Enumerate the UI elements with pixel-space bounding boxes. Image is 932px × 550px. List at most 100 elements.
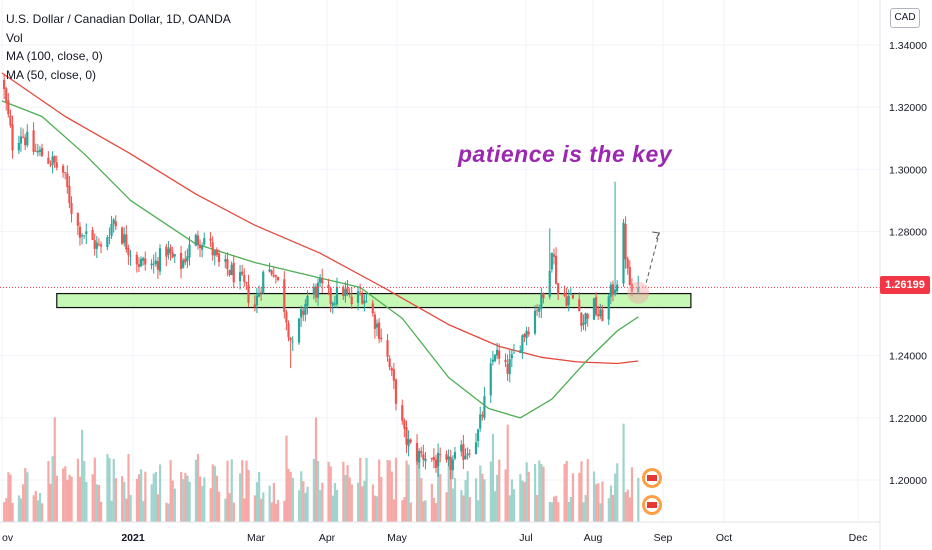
volume-bar <box>496 474 499 522</box>
candle-body <box>243 275 246 282</box>
candle-body <box>201 245 204 250</box>
volume-bar <box>114 478 117 522</box>
candle-body <box>554 256 558 284</box>
volume-bar <box>232 502 235 522</box>
candle-body <box>392 369 395 381</box>
candle-body <box>388 358 391 368</box>
candle-body <box>415 442 419 462</box>
candle-body <box>557 283 560 295</box>
candle-body <box>47 157 50 164</box>
candle-body <box>215 249 218 255</box>
volume-bar <box>312 458 315 522</box>
candle-body <box>11 124 14 151</box>
candle-body <box>182 260 185 268</box>
x-tick-label: Apr <box>319 532 336 544</box>
volume-bar <box>536 494 539 522</box>
volume-bar <box>550 502 554 522</box>
volume-bar <box>93 457 96 522</box>
volume-bar <box>243 498 246 522</box>
volume-bar <box>7 472 10 522</box>
candle-body <box>319 278 322 283</box>
volume-bar <box>152 473 155 522</box>
volume-bar <box>196 453 200 522</box>
candle-body <box>434 459 438 468</box>
candle-body <box>637 287 640 293</box>
candle-body <box>333 303 336 305</box>
candle-body <box>93 239 96 249</box>
volume-bar <box>527 471 530 522</box>
volume-bar <box>97 485 101 522</box>
volume-bar <box>47 461 50 522</box>
candle-body <box>483 396 486 418</box>
volume-bar <box>121 476 124 522</box>
volume-bar <box>201 486 204 522</box>
volume-bar <box>154 472 157 522</box>
volume-bar <box>630 467 634 522</box>
candle-body <box>120 227 124 244</box>
candle-body <box>262 271 265 294</box>
volume-bar <box>464 480 467 522</box>
volume-bar <box>607 498 610 522</box>
candle-body <box>479 414 482 429</box>
volume-bar <box>41 503 44 522</box>
x-tick-label: Mar <box>247 532 266 544</box>
candle-body <box>613 289 617 295</box>
volume-bar <box>276 499 280 522</box>
candle-body <box>432 457 435 461</box>
volume-bar <box>302 481 305 522</box>
candle-body <box>356 291 360 303</box>
candle-body <box>508 359 511 375</box>
volume-legend: Vol <box>6 30 23 45</box>
candle-body <box>289 337 292 341</box>
volume-bar <box>344 475 347 522</box>
candle-body <box>24 137 27 146</box>
candle-body <box>460 444 463 452</box>
x-tick-label: Oct <box>716 532 732 544</box>
volume-bar <box>601 481 604 522</box>
volume-bar <box>182 479 185 522</box>
candle-body <box>211 242 214 256</box>
candle-body <box>335 287 339 305</box>
currency-button[interactable]: CAD <box>890 8 920 28</box>
volume-bar <box>569 496 573 522</box>
volume-bar <box>422 501 425 522</box>
candle-body <box>409 439 412 443</box>
candle-body <box>550 252 553 270</box>
projection-arrow <box>645 232 660 283</box>
volume-bar <box>34 490 37 522</box>
candle-body <box>302 310 305 315</box>
volume-bar <box>462 495 465 522</box>
candle-body <box>179 253 183 269</box>
volume-bar <box>504 469 507 522</box>
candle-body <box>344 289 347 297</box>
candle-body <box>95 242 98 249</box>
candle-body <box>447 456 450 460</box>
volume-bar <box>491 433 495 522</box>
volume-bar <box>241 460 244 522</box>
candle-body <box>167 248 170 255</box>
volume-bar <box>342 461 345 522</box>
volume-bar <box>555 495 558 522</box>
candle-body <box>611 284 615 295</box>
volume-bar <box>213 466 216 522</box>
volume-bar <box>306 486 309 522</box>
candle-body <box>19 136 23 144</box>
candle-body <box>283 279 286 313</box>
candle-body <box>616 284 619 292</box>
candle-body <box>424 458 427 462</box>
candle-body <box>268 269 271 272</box>
candle-body <box>489 363 492 396</box>
candle-body <box>26 131 29 146</box>
volume-bar <box>582 502 585 522</box>
volume-bar <box>622 423 625 522</box>
candle-body <box>401 405 404 421</box>
candle-body <box>523 334 526 337</box>
candle-body <box>230 264 233 276</box>
volume-bar <box>510 479 514 522</box>
candle-body <box>226 259 229 270</box>
candle-body <box>36 150 39 153</box>
volume-bar <box>597 483 600 522</box>
candle-body <box>519 350 522 353</box>
candle-body <box>127 248 130 256</box>
